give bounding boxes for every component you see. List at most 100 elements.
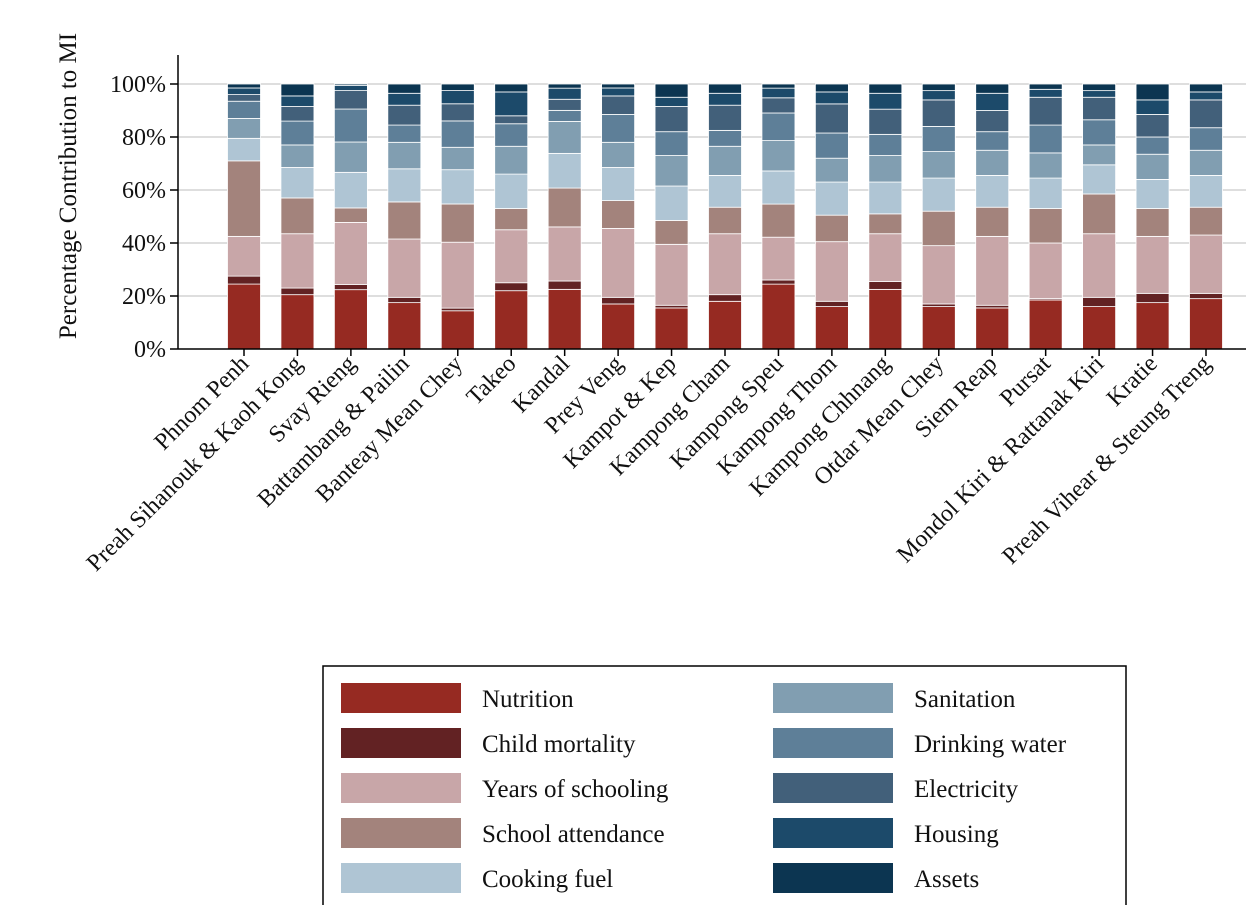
bar-segment bbox=[761, 170, 796, 205]
bar-segment bbox=[1135, 302, 1170, 350]
bar-segment bbox=[921, 90, 956, 101]
bar-segment bbox=[654, 155, 689, 187]
bar-segment bbox=[280, 167, 315, 199]
bar-segment bbox=[333, 222, 368, 285]
bar-segment bbox=[280, 294, 315, 350]
bar-segment bbox=[387, 296, 422, 304]
bar-segment bbox=[440, 90, 475, 105]
bar-segment bbox=[601, 114, 636, 143]
y-tick-label: 80% bbox=[122, 125, 166, 151]
bar-segment bbox=[601, 83, 636, 89]
bar-segment bbox=[440, 241, 475, 309]
bar-segment bbox=[761, 236, 796, 281]
bar-segment bbox=[1082, 193, 1117, 235]
bar-segment bbox=[654, 83, 689, 98]
bar-segment bbox=[387, 83, 422, 94]
x-tick-label: Preah Sihanouk & Kaoh Kong bbox=[82, 351, 308, 577]
bar-segment bbox=[654, 220, 689, 245]
bar-segment bbox=[494, 290, 529, 350]
bar-segment bbox=[868, 233, 903, 282]
bar-segment bbox=[601, 141, 636, 168]
bar-segment bbox=[1082, 296, 1117, 308]
bar-segment bbox=[601, 296, 636, 305]
legend-label: Child mortality bbox=[482, 731, 636, 758]
bar-segment bbox=[440, 310, 475, 350]
bar-segment bbox=[494, 91, 529, 117]
bar-segment bbox=[1189, 298, 1223, 350]
bar-segment bbox=[814, 241, 849, 302]
bar-segment bbox=[227, 275, 261, 285]
legend-label: Drinking water bbox=[914, 731, 1067, 758]
legend-label: Cooking fuel bbox=[482, 866, 613, 893]
bar-segment bbox=[975, 307, 1010, 350]
bar-segment bbox=[227, 160, 261, 237]
bar-segment bbox=[547, 98, 582, 111]
bar-segment bbox=[708, 175, 742, 208]
bar-segment bbox=[708, 92, 742, 106]
bar-segment bbox=[708, 129, 742, 147]
bar-segment bbox=[227, 137, 261, 162]
bar-segment bbox=[280, 95, 315, 107]
axes: 0% 20% 40% 60% 80% 100% bbox=[110, 55, 1246, 363]
bar-segment bbox=[333, 83, 368, 86]
legend: Nutrition Child mortality Years of schooli… bbox=[322, 665, 1127, 910]
bar-segment bbox=[1189, 292, 1223, 300]
bar-segment bbox=[494, 229, 529, 284]
bar-segment bbox=[868, 92, 903, 110]
bar-segment bbox=[708, 145, 742, 176]
legend-label: Sanitation bbox=[914, 686, 1016, 713]
bar-segment bbox=[921, 245, 956, 305]
bar-segment bbox=[333, 141, 368, 173]
bar-segment bbox=[1082, 164, 1117, 195]
bar-segment bbox=[333, 90, 368, 110]
y-tick-label: 100% bbox=[110, 72, 166, 98]
bar-segment bbox=[494, 83, 529, 93]
bar-segment bbox=[708, 104, 742, 131]
bar-segment bbox=[280, 144, 315, 168]
bar-segment bbox=[1135, 114, 1170, 138]
bar-segment bbox=[227, 83, 261, 89]
bar-segment bbox=[921, 151, 956, 179]
bar-segment bbox=[708, 233, 742, 296]
bar-segment bbox=[494, 173, 529, 209]
bar-segment bbox=[814, 103, 849, 134]
bar-segment bbox=[227, 87, 261, 95]
bar-segment bbox=[708, 294, 742, 302]
bar-segment bbox=[868, 288, 903, 350]
bar-segment bbox=[440, 169, 475, 205]
bar-segment bbox=[227, 100, 261, 119]
bar-segment bbox=[1082, 83, 1117, 92]
legend-label: Nutrition bbox=[482, 686, 574, 713]
bar-segment bbox=[440, 83, 475, 91]
bar-segment bbox=[440, 203, 475, 243]
bar-segment bbox=[975, 235, 1010, 306]
bar-segment bbox=[440, 103, 475, 122]
bar-segment bbox=[1028, 299, 1063, 350]
bar-segment bbox=[654, 243, 689, 306]
bar-segment bbox=[1082, 96, 1117, 121]
bar-segment bbox=[333, 171, 368, 209]
bar-segment bbox=[1189, 175, 1223, 208]
bar-segment bbox=[547, 288, 582, 350]
bar-segment bbox=[547, 280, 582, 290]
bar-segment bbox=[440, 146, 475, 171]
bar-segment bbox=[387, 92, 422, 106]
bar-segment bbox=[868, 108, 903, 135]
bar-segment bbox=[547, 87, 582, 100]
bar-segment bbox=[868, 133, 903, 156]
bar-segment bbox=[547, 83, 582, 89]
bar-segment bbox=[761, 140, 796, 172]
bar-segment bbox=[1135, 208, 1170, 237]
bar-segment bbox=[547, 187, 582, 228]
bar-segment bbox=[708, 206, 742, 235]
bar-segment bbox=[387, 124, 422, 143]
bar-segment bbox=[333, 108, 368, 143]
bar-segment bbox=[1135, 292, 1170, 304]
bar-segment bbox=[601, 228, 636, 298]
bar-segment bbox=[975, 206, 1010, 237]
bar-segment bbox=[975, 92, 1010, 111]
bar-segment bbox=[227, 235, 261, 277]
bar-segment bbox=[494, 115, 529, 125]
